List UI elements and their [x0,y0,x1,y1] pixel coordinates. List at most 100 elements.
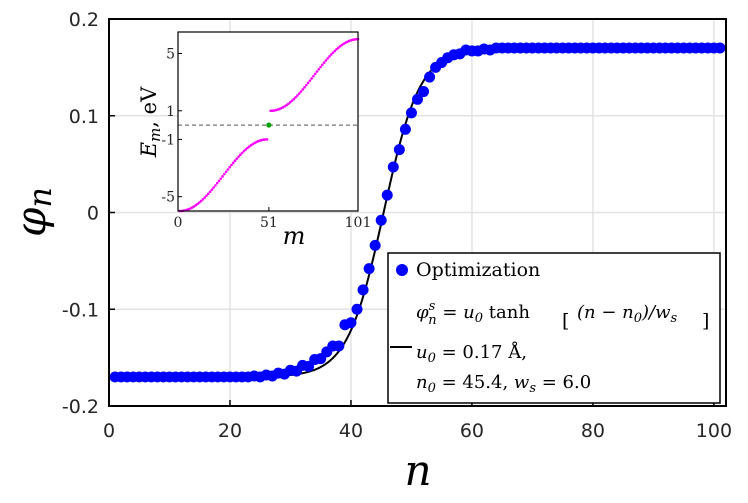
inset-y-label-unit: , eV [137,86,161,128]
inset-band-point [333,49,337,53]
inset-y-tick-label: 1 [166,104,175,120]
inset-band-point [246,146,249,150]
inset-band-point [237,155,240,158]
data-point [387,161,399,173]
inset-band-point [303,86,306,89]
inset-band-point [231,161,235,165]
inset-band-point [312,74,315,78]
inset-band-point [207,192,210,196]
inset-layer [178,37,360,213]
data-point [363,263,375,275]
legend-label-optimization: Optimization [416,259,540,281]
inset-band-point [196,202,199,206]
data-point [369,239,381,251]
inset-band-point [215,181,219,185]
data-point [333,340,345,352]
inset-band-point [265,138,269,141]
x-tick-label: 40 [339,420,363,442]
inset-band-point [288,100,292,104]
y-tick-label: -0.2 [62,396,99,418]
legend-bracket-right: ] [702,310,709,332]
inset-band-point [240,151,244,155]
inset-band-point [214,184,217,187]
inset-band-point [287,102,290,105]
inset-band-point [296,94,299,97]
data-point [399,123,411,135]
inset-band-point [205,194,208,197]
legend-box [387,252,721,404]
inset-band-point [230,163,233,167]
main-ticks: 0 20 40 60 80 100 -0.2 -0.1 0 0.1 0.2 [62,9,732,442]
data-point [357,284,369,296]
inset-x-tick-label: 101 [345,215,372,231]
y-tick-label: 0.2 [69,9,99,31]
inset-band-point [219,177,223,180]
inset-band-point [198,201,201,204]
x-tick-label: 0 [103,420,115,442]
inset-frame [177,31,359,212]
inset-band-point [228,165,231,169]
inset-band-point [317,67,321,71]
inset-y-tick-label: -5 [161,190,175,206]
x-tick-label: 100 [696,420,732,442]
data-point [418,86,430,98]
legend-formula: φs n = u0 tanh [416,299,530,328]
legend-bracket-left: [ [562,310,569,332]
inset-band-point [331,51,335,54]
inset-band-point [292,97,296,101]
inset-band-point [335,47,338,51]
data-point [405,107,417,119]
inset-x-tick-label: 51 [260,215,278,231]
inset-y-label-e: E [137,142,161,158]
y-tick-label: -0.1 [62,299,99,321]
inset-band-point [210,188,214,191]
x-tick-label: 20 [218,420,242,442]
y-axis-label: φn [6,187,59,237]
inset-band-point [208,190,212,194]
inset-band-point [310,77,313,80]
inset-band-point [329,53,333,56]
inset-band-point [306,81,310,85]
y-tick-label: 0 [87,203,99,225]
data-point [424,71,436,83]
inset-band-point [223,172,226,176]
inset-band-point [201,197,205,201]
data-point [375,214,387,226]
inset-band-point [297,92,301,95]
inset-band-point [326,57,330,60]
inset-band-point [217,179,221,183]
inset-band-point [224,170,228,174]
inset-band-point [285,103,289,107]
inset-y-label-sub: m [146,128,164,142]
inset-band-point [194,203,198,207]
data-point [351,303,363,315]
data-point [714,42,726,54]
inset-band-point [221,175,224,178]
data-point [412,93,423,105]
x-tick-label: 80 [581,420,605,442]
inset-midgap-point [266,122,272,128]
legend-param-n0-ws: n0 = 45.4, ws = 6.0 [416,372,591,396]
y-tick-label: 0.1 [69,106,99,128]
data-point [381,189,393,201]
y-axis-label-sub: n [21,187,59,208]
data-point [345,317,357,329]
y-axis-label-phi: φ [6,207,55,237]
inset-band-point [290,99,294,102]
inset-y-tick-label: 5 [166,46,175,62]
inset-band-point [322,61,326,64]
inset-band-point [199,199,203,203]
inset-band-point [338,44,342,48]
inset-band-point [235,157,239,160]
legend: Optimization φs n = u0 tanh [ (n − n0)/ws… [387,252,721,404]
inset-band-point [305,83,308,87]
inset-band-point [294,95,297,99]
inset-band-point [203,196,207,199]
inset-band-point [324,59,328,62]
inset-band-point [321,63,324,67]
inset-band-point [328,55,331,58]
inset-x-tick-label: 0 [174,215,183,231]
inset-band-point [308,79,312,82]
data-points [109,42,726,383]
